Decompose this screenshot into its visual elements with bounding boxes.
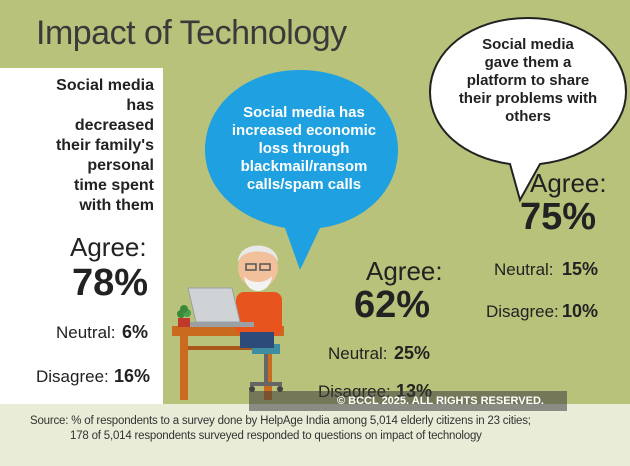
copyright-watermark: © BCCL 2025. ALL RIGHTS RESERVED. [249,391,567,411]
plant-icon [177,305,191,327]
question-2-line: calls/spam calls [246,176,362,193]
page-title: Impact of Technology [36,14,347,52]
question-3-line: gave them a [484,54,572,71]
disagree-label-1: Disagree: [36,367,109,386]
agree-value-2: 62% [354,284,431,326]
question-2-line: Social media has [243,104,365,121]
disagree-value-1: 16% [114,366,151,386]
question-2-line: loss through [258,140,350,157]
question-3-line: platform to share [466,72,590,89]
agree-label-2: Agree: [366,256,443,286]
question-1-line: has [126,97,154,114]
question-1-line: with them [79,197,154,214]
elderly-man-icon [236,245,282,348]
agree-value-1: 78% [72,262,149,304]
question-3-line: their problems with [458,90,598,107]
source-line: 178 of 5,014 respondents surveyed respon… [70,430,482,442]
question-1: Social media has decreased their family'… [8,76,154,216]
question-3-line: Social media [482,36,574,53]
question-1-line: their family's [55,137,154,154]
question-1-line: personal [87,157,154,174]
question-3-line: others [505,108,551,125]
left-panel [0,68,163,404]
laptop-icon [187,287,254,327]
disagree-label-3: Disagree: [486,302,559,321]
neutral-value-3: 15% [562,259,599,279]
neutral-value-1: 6% [122,322,149,342]
neutral-label-1: Neutral: [56,323,116,342]
question-1-line: time spent [73,177,154,194]
neutral-label-3: Neutral: [494,260,554,279]
neutral-value-2: 25% [394,343,431,363]
blue-speech-bubble [205,70,398,270]
question-2: Social media has increased economic loss… [224,104,384,194]
agree-value-3: 75% [520,196,597,238]
source-line: Source: % of respondents to a survey don… [30,415,531,427]
question-2-line: blackmail/ransom [240,158,368,175]
footer-band [0,404,630,466]
agree-label-3: Agree: [530,168,607,198]
agree-label-1: Agree: [70,232,147,262]
question-1-line: Social media [56,77,154,94]
question-3: Social media gave them a platform to sha… [440,36,616,126]
question-1-line: decreased [74,117,154,134]
chair-icon [249,344,283,392]
neutral-label-2: Neutral: [328,344,388,363]
question-2-line: increased economic [231,122,377,139]
disagree-value-3: 10% [562,301,599,321]
white-speech-bubble [428,16,628,203]
source-note: Source: % of respondents to a survey don… [30,414,620,444]
